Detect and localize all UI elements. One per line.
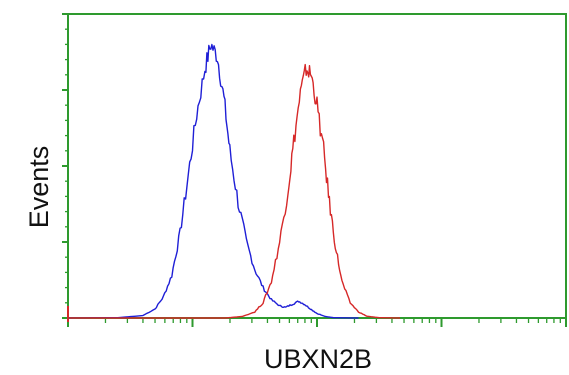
plot-frame <box>62 13 567 327</box>
x-axis-title: UBXN2B <box>264 344 372 374</box>
series-line-red <box>68 63 401 319</box>
series-layer <box>67 43 401 319</box>
y-axis-title: Events <box>24 146 54 229</box>
series-line-blue <box>67 43 359 319</box>
plot-border <box>67 13 567 319</box>
